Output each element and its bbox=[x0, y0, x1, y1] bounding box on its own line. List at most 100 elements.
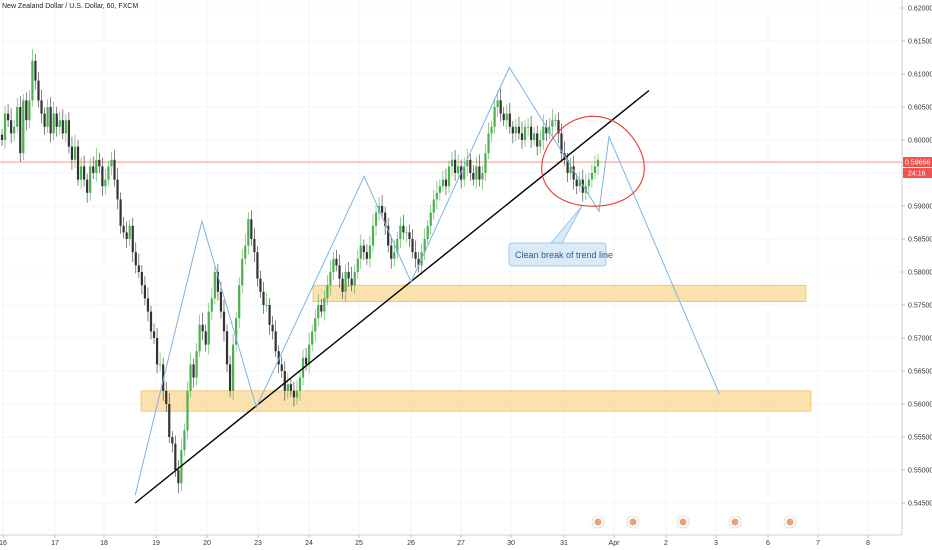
candle-body bbox=[283, 371, 286, 391]
candle-body bbox=[286, 384, 289, 391]
time-axis-bg bbox=[0, 535, 932, 550]
candle-body bbox=[526, 126, 530, 128]
candle-body bbox=[52, 113, 55, 134]
price-tick-label: 0.58000 bbox=[908, 270, 932, 277]
candle-body bbox=[566, 159, 569, 173]
candle-body bbox=[453, 159, 457, 173]
time-tick-label: 17 bbox=[51, 540, 59, 547]
candle-body bbox=[335, 258, 338, 266]
candle-body bbox=[101, 166, 104, 187]
event-flag-dot bbox=[629, 518, 637, 526]
candle-body bbox=[174, 443, 177, 470]
price-tick-label: 0.61500 bbox=[908, 39, 932, 46]
candle-body bbox=[487, 133, 490, 154]
candle-body bbox=[493, 107, 496, 127]
time-tick-label: 16 bbox=[0, 540, 7, 547]
candle-body bbox=[19, 107, 22, 154]
candle-body bbox=[137, 265, 140, 272]
event-flag-dot bbox=[679, 518, 687, 526]
candle-body bbox=[405, 232, 408, 234]
time-tick-label: 25 bbox=[355, 540, 363, 547]
candle-body bbox=[551, 120, 554, 127]
price-axis-bg bbox=[902, 0, 932, 550]
candle-body bbox=[560, 133, 563, 154]
candle-body bbox=[64, 120, 67, 134]
candle-body bbox=[116, 179, 119, 200]
candle-body bbox=[201, 324, 204, 332]
candle-body bbox=[554, 120, 557, 121]
price-tick-label: 0.56500 bbox=[908, 369, 932, 376]
candle-body bbox=[146, 298, 150, 312]
candle-body bbox=[134, 252, 137, 266]
candle-body bbox=[341, 278, 344, 292]
candle-body bbox=[55, 113, 58, 127]
price-tick-label: 0.60000 bbox=[908, 138, 932, 145]
candle-body bbox=[411, 239, 414, 253]
candle-body bbox=[548, 126, 551, 134]
candle-body bbox=[523, 126, 527, 140]
support-zones bbox=[140, 284, 812, 412]
candlesticks bbox=[0, 48, 600, 494]
price-tick-label: 0.54500 bbox=[908, 501, 932, 508]
candle-body bbox=[426, 225, 429, 239]
candle-body bbox=[204, 331, 207, 345]
candle-body bbox=[232, 344, 235, 391]
candle-body bbox=[374, 212, 378, 226]
candle-body bbox=[268, 305, 271, 325]
candle-body bbox=[371, 225, 375, 246]
candle-body bbox=[89, 166, 92, 193]
candle-body bbox=[207, 311, 210, 345]
callout-label: Clean break of trend line bbox=[515, 250, 613, 260]
candle-body bbox=[408, 232, 411, 239]
candle-body bbox=[256, 252, 259, 279]
candle-body bbox=[332, 258, 335, 272]
candle-body bbox=[359, 245, 362, 259]
candle-body bbox=[590, 173, 594, 180]
candle-body bbox=[390, 245, 393, 259]
candle-body bbox=[22, 100, 25, 154]
candle-body bbox=[329, 272, 332, 286]
candle-body bbox=[572, 166, 575, 180]
candle-body bbox=[466, 159, 469, 167]
candle-body bbox=[244, 245, 247, 259]
trend-line[interactable] bbox=[134, 89, 650, 504]
candle-body bbox=[530, 126, 533, 140]
candle-body bbox=[423, 239, 426, 253]
annotation-circle[interactable] bbox=[541, 115, 645, 207]
price-axis[interactable]: 0.620000.615000.610000.605000.600000.595… bbox=[901, 0, 932, 550]
candle-body bbox=[183, 430, 186, 451]
candle-body bbox=[326, 285, 329, 299]
candle-body bbox=[10, 120, 13, 134]
candle-body bbox=[162, 364, 165, 391]
candle-body bbox=[323, 298, 326, 312]
candle-body bbox=[92, 166, 95, 173]
price-tick-label: 0.55500 bbox=[908, 435, 932, 442]
callout-box[interactable]: Clean break of trend line bbox=[508, 205, 613, 267]
candle-body bbox=[216, 272, 219, 292]
support-zone bbox=[140, 390, 812, 412]
candle-body bbox=[125, 232, 128, 239]
candle-body bbox=[311, 331, 314, 345]
current-price-tag-bg bbox=[903, 157, 932, 168]
candle-body bbox=[587, 179, 590, 187]
time-tick-label: 23 bbox=[254, 540, 262, 547]
candle-body bbox=[444, 179, 448, 187]
candle-body bbox=[177, 470, 180, 484]
time-tick-label: 31 bbox=[560, 540, 568, 547]
candle-body bbox=[46, 107, 49, 127]
candle-body bbox=[247, 219, 250, 246]
candle-body bbox=[28, 100, 31, 121]
candle-body bbox=[414, 252, 417, 259]
time-tick-label: 7 bbox=[816, 540, 820, 547]
candle-body bbox=[338, 265, 341, 279]
price-tick-label: 0.61000 bbox=[908, 72, 932, 79]
time-axis[interactable]: 16 17 18 19 20 23 24 25 26 27 30 31 Apr 2 3 6 7 8 bbox=[0, 534, 932, 550]
candle-body bbox=[73, 146, 77, 160]
candle-body bbox=[356, 258, 359, 272]
candle-body bbox=[277, 351, 280, 365]
candle-body bbox=[222, 311, 226, 332]
time-tick-label: 3 bbox=[714, 540, 718, 547]
candle-body bbox=[40, 100, 43, 114]
projection-path[interactable] bbox=[134, 66, 720, 496]
